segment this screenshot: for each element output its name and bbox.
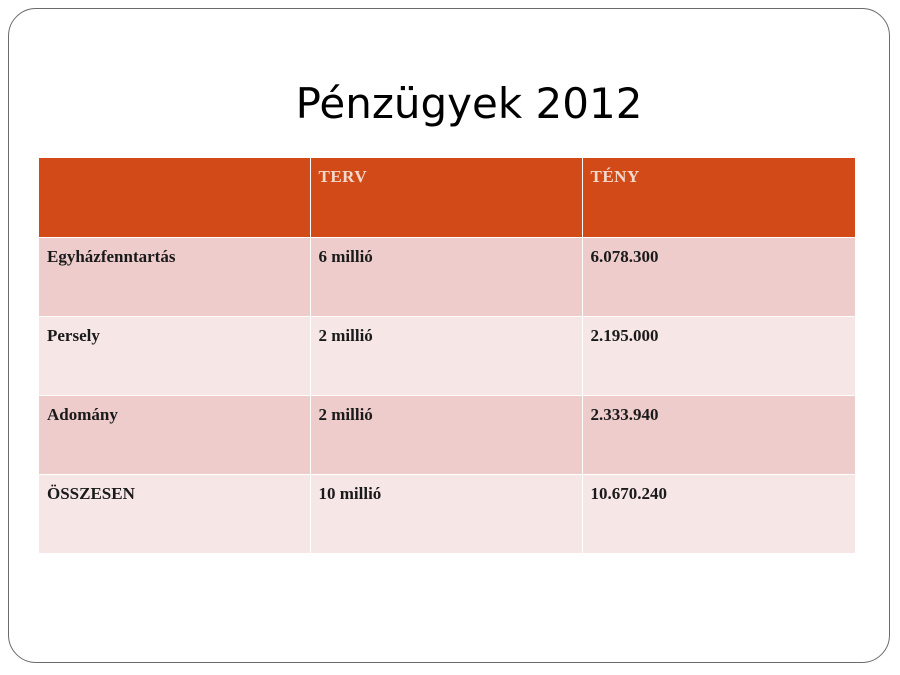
plan-value-cell: 6 millió [310, 237, 583, 317]
plan-value-cell: 10 millió [310, 474, 583, 554]
header-cell-terv: TERV [310, 158, 583, 238]
row-label-cell: Adomány [39, 395, 311, 475]
plan-value-cell: 2 millió [310, 395, 583, 475]
row-label-cell: Persely [39, 316, 311, 396]
row-label-cell: ÖSSZESEN [39, 474, 311, 554]
actual-value-cell: 6.078.300 [582, 237, 856, 317]
slide-title: Pénzügyek 2012 [295, 79, 643, 128]
plan-value-cell: 2 millió [310, 316, 583, 396]
header-cell-teny: TÉNY [582, 158, 856, 238]
table-header-row: TERV TÉNY [39, 158, 856, 238]
table-row: Persely 2 millió 2.195.000 [39, 316, 856, 396]
actual-value-cell: 2.195.000 [582, 316, 856, 396]
table-row: Adomány 2 millió 2.333.940 [39, 395, 856, 475]
table-row: Egyházfenntartás 6 millió 6.078.300 [39, 237, 856, 317]
actual-value-cell: 10.670.240 [582, 474, 856, 554]
actual-value-cell: 2.333.940 [582, 395, 856, 475]
row-label-cell: Egyházfenntartás [39, 237, 311, 317]
finance-table: TERV TÉNY Egyházfenntartás 6 millió 6.07… [39, 158, 856, 554]
table-row-total: ÖSSZESEN 10 millió 10.670.240 [39, 474, 856, 554]
header-cell-empty [39, 158, 311, 238]
